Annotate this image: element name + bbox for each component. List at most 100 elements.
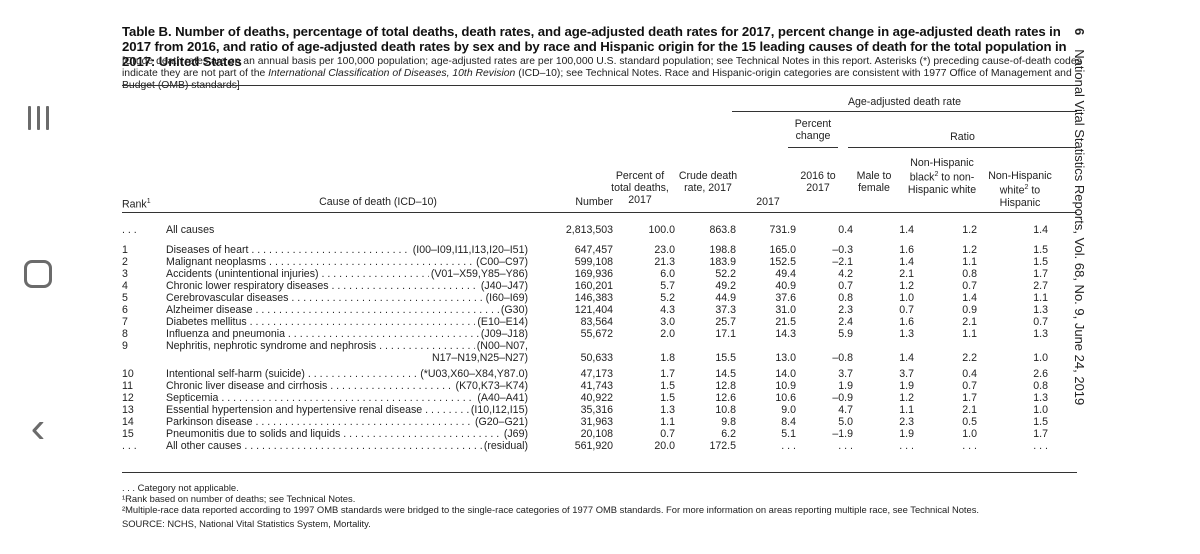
table-row: 3 Accidents (unintentional injuries) . . … — [98, 268, 1102, 280]
screen-margin — [1102, 0, 1200, 554]
crude-rate-header: Crude death rate, 2017 — [678, 170, 738, 194]
back-button[interactable]: ‹ — [16, 406, 60, 450]
cell-rank: 14 — [122, 416, 134, 428]
cell-chg: 3.7 — [838, 368, 853, 380]
cell-nhw: 0.7 — [1033, 316, 1048, 328]
cell-nhb: 0.9 — [962, 304, 977, 316]
cell-number: 146,383 — [574, 292, 613, 304]
cell-male: 1.1 — [899, 404, 914, 416]
cell-nhb: 0.7 — [962, 280, 977, 292]
table-subtitle: [Crude death rates are on an annual basi… — [122, 56, 1082, 92]
cell-nhb: 1.7 — [962, 392, 977, 404]
cell-chg: 0.8 — [838, 292, 853, 304]
cell-rank: 15 — [122, 428, 134, 440]
cell-aadr: 31.0 — [775, 304, 796, 316]
cell-male: 1.0 — [899, 292, 914, 304]
cell-number: 35,316 — [580, 404, 613, 416]
cell-aadr: 40.9 — [775, 280, 796, 292]
cell-code: (residual) — [481, 440, 528, 452]
cell-crude: 14.5 — [715, 368, 736, 380]
cell-nhb: 1.0 — [962, 428, 977, 440]
cell-male: 1.3 — [899, 328, 914, 340]
footnote-rank: ¹Rank based on number of deaths; see Tec… — [122, 493, 356, 504]
rank-header-sup: 1 — [146, 198, 151, 205]
page-number: 6 — [1072, 28, 1087, 36]
cell-male: 2.1 — [899, 268, 914, 280]
table-row: 4 Chronic lower respiratory diseases . . … — [98, 280, 1102, 292]
cell-code: (J40–J47) — [478, 280, 528, 292]
rule-percent-change — [788, 147, 838, 148]
cell-pct: 1.8 — [660, 352, 675, 364]
cell-nhw: 1.0 — [1033, 352, 1048, 364]
cell-pct: 20.0 — [654, 440, 675, 452]
cell-number: 40,922 — [580, 392, 613, 404]
cell-crude: 52.2 — [715, 268, 736, 280]
cell-rank: . . . — [122, 440, 137, 452]
cell-number: 599,108 — [574, 256, 613, 268]
cell-cause: Nephritis, nephrotic syndrome and nephro… — [166, 340, 528, 352]
cell-aadr: . . . — [781, 440, 796, 452]
cell-number: 31,963 — [580, 416, 613, 428]
cell-nhb: . . . — [962, 440, 977, 452]
nhb-nhw-header: Non-Hispanic black2 to non-Hispanic whit… — [906, 157, 978, 195]
home-button[interactable] — [16, 252, 60, 296]
cell-male: 2.3 — [899, 416, 914, 428]
cell-number: 47,173 — [580, 368, 613, 380]
nhb-nhw-sup: 2 — [934, 171, 939, 178]
cell-nhb: 1.1 — [962, 256, 977, 268]
cell-pct: 5.2 — [660, 292, 675, 304]
table-row: N17–N19,N25–N27) 50,633 1.8 15.5 13.0 –0.8 1.4… — [98, 352, 1102, 364]
cell-number: 561,920 — [574, 440, 613, 452]
recent-apps-button[interactable] — [16, 96, 60, 140]
cell-crude: 183.9 — [709, 256, 736, 268]
running-head-text: National Vital Statistics Reports, Vol. … — [1072, 49, 1087, 406]
cell-crude: 15.5 — [715, 352, 736, 364]
cell-nhb: 1.2 — [962, 244, 977, 256]
cell-chg: –0.9 — [832, 392, 853, 404]
cell-crude: 17.1 — [715, 328, 736, 340]
table-row: 8 Influenza and pneumonia . . . . . . . .… — [98, 328, 1102, 340]
cell-chg: –2.1 — [832, 256, 853, 268]
cell-nhw: 1.1 — [1033, 292, 1048, 304]
cell-nhw: 1.7 — [1033, 268, 1048, 280]
cell-nhb: 0.5 — [962, 416, 977, 428]
cell-chg: –0.3 — [832, 244, 853, 256]
cell-number: 647,457 — [574, 244, 613, 256]
cell-aadr: 10.6 — [775, 392, 796, 404]
cell-nhb: 0.7 — [962, 380, 977, 392]
cell-code: (K70,K73–K74) — [453, 380, 528, 392]
cell-chg: 1.9 — [838, 380, 853, 392]
cell-pct: 2.0 — [660, 328, 675, 340]
cell-pct: 100.0 — [648, 224, 675, 236]
rule-aadr-group — [732, 111, 1077, 112]
cell-male: . . . — [899, 440, 914, 452]
male-female-header: Male to female — [856, 170, 892, 194]
cell-cause: Influenza and pneumonia . . . . . . . . … — [166, 328, 528, 340]
cell-rank: 7 — [122, 316, 128, 328]
footnote-na: . . . Category not applicable. — [122, 482, 239, 493]
cell-rank: 10 — [122, 368, 134, 380]
cell-rank: . . . — [122, 224, 137, 236]
cell-number: 55,672 — [580, 328, 613, 340]
cell-male: 1.9 — [899, 428, 914, 440]
cell-nhw: 1.5 — [1033, 244, 1048, 256]
table-row: 12 Septicemia . . . . . . . . . . . . . .… — [98, 392, 1102, 404]
cell-nhb: 0.4 — [962, 368, 977, 380]
cell-crude: 12.8 — [715, 380, 736, 392]
cell-male: 0.7 — [899, 304, 914, 316]
cell-code: (I10,I12,I15) — [468, 404, 528, 416]
cell-pct: 1.7 — [660, 368, 675, 380]
cell-crude: 9.8 — [721, 416, 736, 428]
cell-cause: Parkinson disease . . . . . . . . . . . … — [166, 416, 528, 428]
cell-nhb: 1.1 — [962, 328, 977, 340]
table-row: 9 Nephritis, nephrotic syndrome and nephr… — [98, 340, 1102, 352]
table-title: Table B. Number of deaths, percentage of… — [122, 24, 1067, 69]
cell-aadr: 14.0 — [775, 368, 796, 380]
cell-aadr: 731.9 — [769, 224, 796, 236]
cell-number: 160,201 — [574, 280, 613, 292]
cell-code: (C00–C97) — [474, 256, 528, 268]
cell-number: 2,813,503 — [565, 224, 613, 236]
cell-chg: 5.9 — [838, 328, 853, 340]
cell-male: 1.2 — [899, 280, 914, 292]
table-row: 11 Chronic liver disease and cirrhosis . … — [98, 380, 1102, 392]
